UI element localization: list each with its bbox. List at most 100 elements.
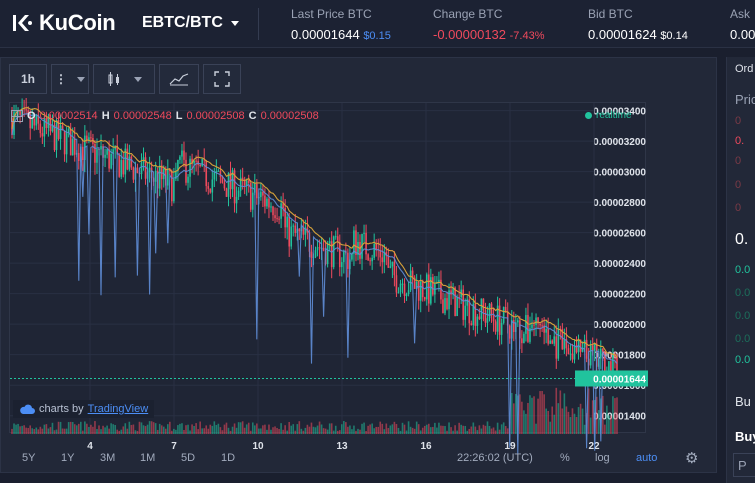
candle-body — [280, 203, 282, 219]
volume-bar — [260, 428, 262, 434]
candle-body — [223, 182, 226, 189]
volume-bar — [490, 428, 493, 434]
volume-bar — [583, 424, 586, 434]
price-chart[interactable]: 0.00003400 0.00003200 0.00003000 0.00002800… — [9, 98, 648, 455]
candle-body — [407, 290, 410, 295]
candle-body — [251, 192, 254, 210]
last-price-usd: $0.15 — [363, 30, 391, 42]
interval-dropdown[interactable]: ⋮ — [51, 64, 89, 94]
candle-body — [225, 188, 228, 197]
volume-bar — [225, 422, 228, 434]
log-toggle[interactable]: log — [595, 452, 610, 464]
volume-bar — [266, 429, 268, 434]
candle-body — [375, 244, 377, 250]
candle-body — [217, 170, 220, 172]
settings-gear-icon[interactable]: ⚙ — [685, 450, 699, 467]
volume-bar — [191, 424, 193, 434]
tradingview-badge[interactable]: charts by TradingView — [13, 400, 155, 418]
candle-body — [442, 299, 444, 314]
range-5d[interactable]: 5D — [181, 452, 196, 464]
volume-bar — [108, 428, 110, 434]
candle-body — [502, 306, 505, 323]
candle-body — [35, 114, 38, 126]
ask-row: 0. — [735, 135, 745, 147]
pair-selector[interactable]: EBTC/BTC — [142, 14, 239, 32]
candle-body — [575, 345, 578, 353]
volume-bar — [231, 426, 234, 434]
candle-body — [474, 303, 477, 326]
candle-body — [440, 279, 442, 300]
volume-bar — [302, 430, 305, 434]
volume-bar — [112, 424, 114, 434]
volume-bar — [527, 402, 529, 434]
more-vertical-icon: ⋮ — [55, 72, 67, 86]
candle-body — [334, 236, 337, 238]
volume-bar — [120, 429, 123, 434]
last-price-label: Last Price BTC — [291, 7, 372, 21]
volume-bar — [304, 427, 307, 434]
interval-button[interactable]: 1h — [9, 64, 47, 94]
volume-bar — [63, 428, 66, 434]
y-tick-label: 0.00001800 — [593, 351, 646, 362]
open-label: O — [27, 110, 36, 122]
tradingview-link[interactable]: TradingView — [87, 403, 149, 415]
range-1d[interactable]: 1D — [221, 452, 236, 464]
y-tick-label: 0.00002200 — [593, 290, 646, 301]
volume-bar — [276, 427, 278, 434]
volume-bar — [152, 422, 155, 434]
volume-bar — [555, 387, 558, 434]
candle-body — [444, 298, 446, 314]
candle-body — [256, 183, 258, 199]
volume-bar — [221, 430, 224, 434]
candle-body — [591, 345, 594, 351]
candle-body — [452, 287, 454, 295]
volume-bar — [403, 424, 406, 434]
volume-bar — [474, 426, 477, 434]
volume-bar — [239, 422, 242, 434]
volume-bar — [417, 424, 420, 434]
price-input[interactable]: P — [733, 453, 755, 477]
range-1y[interactable]: 1Y — [61, 452, 75, 464]
candle-body — [154, 170, 157, 182]
candle-body — [470, 323, 473, 326]
range-1m[interactable]: 1M — [140, 452, 156, 464]
indicators-button[interactable] — [159, 64, 199, 94]
volume-bar — [201, 428, 203, 434]
candle-body — [195, 160, 197, 162]
range-3m[interactable]: 3M — [100, 452, 116, 464]
buy-tab[interactable]: Bu — [735, 394, 751, 409]
x-tick-label: 10 — [252, 441, 264, 452]
candle-body — [207, 186, 210, 189]
candle-body — [415, 281, 418, 289]
volume-bar — [589, 417, 592, 434]
candle-body — [397, 292, 400, 294]
candle-body — [310, 251, 313, 258]
volume-bar — [464, 425, 467, 434]
percent-toggle[interactable]: % — [560, 452, 570, 464]
range-5y[interactable]: 5Y — [22, 452, 36, 464]
volume-bar — [446, 430, 448, 434]
volume-bar — [148, 421, 151, 434]
volume-bar — [59, 421, 62, 434]
candle-body — [381, 257, 384, 263]
candlestick-chart[interactable]: 0.00003400 0.00003200 0.00003000 0.00002800… — [10, 98, 648, 455]
volume-bar — [45, 424, 48, 434]
volume-bar — [142, 425, 145, 434]
candle-body — [341, 262, 343, 268]
volume-bar — [61, 428, 64, 434]
volume-bar — [92, 426, 94, 434]
candle-body — [215, 171, 218, 173]
kucoin-logo[interactable]: KuCoin — [10, 10, 116, 36]
candle-body — [539, 323, 541, 326]
top-bar: KuCoin EBTC/BTC Last Price BTC 0.0000164… — [0, 0, 755, 48]
chart-panel: 1h ⋮ 0.00003400 0.00003200 0.00003000 0.000… — [0, 57, 717, 473]
volume-bar — [21, 425, 23, 434]
candle-body — [399, 283, 402, 293]
volume-bar — [75, 425, 78, 434]
auto-toggle[interactable]: auto — [636, 452, 658, 464]
candle-body — [90, 137, 92, 139]
candle-body — [177, 159, 179, 172]
volume-bar — [351, 429, 353, 434]
chart-type-button[interactable] — [93, 64, 155, 94]
fullscreen-button[interactable] — [203, 64, 241, 94]
